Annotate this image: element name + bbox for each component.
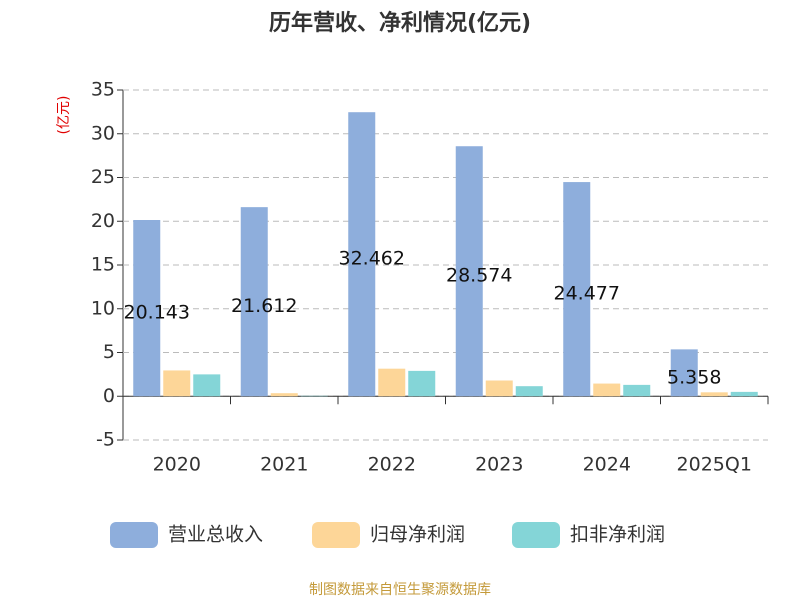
y-tick-label: 20 bbox=[91, 210, 115, 232]
y-tick-label: 0 bbox=[103, 385, 115, 407]
x-tick-label: 2023 bbox=[475, 454, 523, 476]
legend-swatch bbox=[512, 522, 560, 548]
value-label: 24.477 bbox=[554, 283, 620, 305]
bar bbox=[515, 386, 543, 397]
bar bbox=[455, 146, 483, 397]
bar bbox=[193, 374, 221, 397]
legend-label: 归母净利润 bbox=[370, 524, 465, 546]
source-note: 制图数据来自恒生聚源数据库 bbox=[309, 582, 491, 598]
bar bbox=[348, 112, 376, 397]
y-tick-label: 35 bbox=[91, 79, 115, 101]
y-tick-label: -5 bbox=[96, 429, 115, 451]
bar bbox=[378, 368, 406, 397]
bar bbox=[700, 392, 728, 397]
bar bbox=[623, 384, 651, 397]
y-tick-label: 15 bbox=[91, 254, 115, 276]
y-axis-label: (亿元) bbox=[56, 96, 72, 135]
bar bbox=[270, 393, 298, 397]
value-label: 5.358 bbox=[667, 366, 721, 388]
value-label: 20.143 bbox=[124, 302, 190, 324]
value-label: 28.574 bbox=[446, 265, 512, 287]
bar bbox=[133, 219, 161, 397]
y-tick-label: 10 bbox=[91, 297, 115, 319]
bar bbox=[670, 349, 698, 397]
legend-label: 扣非净利润 bbox=[570, 524, 665, 546]
bar bbox=[485, 380, 513, 397]
bar bbox=[240, 207, 268, 397]
x-tick-label: 2022 bbox=[368, 454, 416, 476]
x-tick-label: 2025Q1 bbox=[677, 454, 752, 476]
value-label: 32.462 bbox=[339, 248, 405, 270]
bar bbox=[408, 370, 436, 397]
x-tick-label: 2024 bbox=[583, 454, 631, 476]
bar bbox=[163, 370, 191, 397]
chart-title: 历年营收、净利情况(亿元) bbox=[269, 10, 531, 36]
x-tick-label: 2021 bbox=[260, 454, 308, 476]
x-tick-label: 2020 bbox=[153, 454, 201, 476]
value-label: 21.612 bbox=[231, 295, 297, 317]
bar bbox=[730, 391, 758, 397]
y-tick-label: 30 bbox=[91, 122, 115, 144]
legend-swatch bbox=[312, 522, 360, 548]
bar bbox=[563, 182, 591, 397]
bar bbox=[593, 383, 621, 397]
legend-swatch bbox=[110, 522, 158, 548]
legend-label: 营业总收入 bbox=[168, 524, 263, 546]
y-tick-label: 5 bbox=[103, 341, 115, 363]
y-tick-label: 25 bbox=[91, 166, 115, 188]
